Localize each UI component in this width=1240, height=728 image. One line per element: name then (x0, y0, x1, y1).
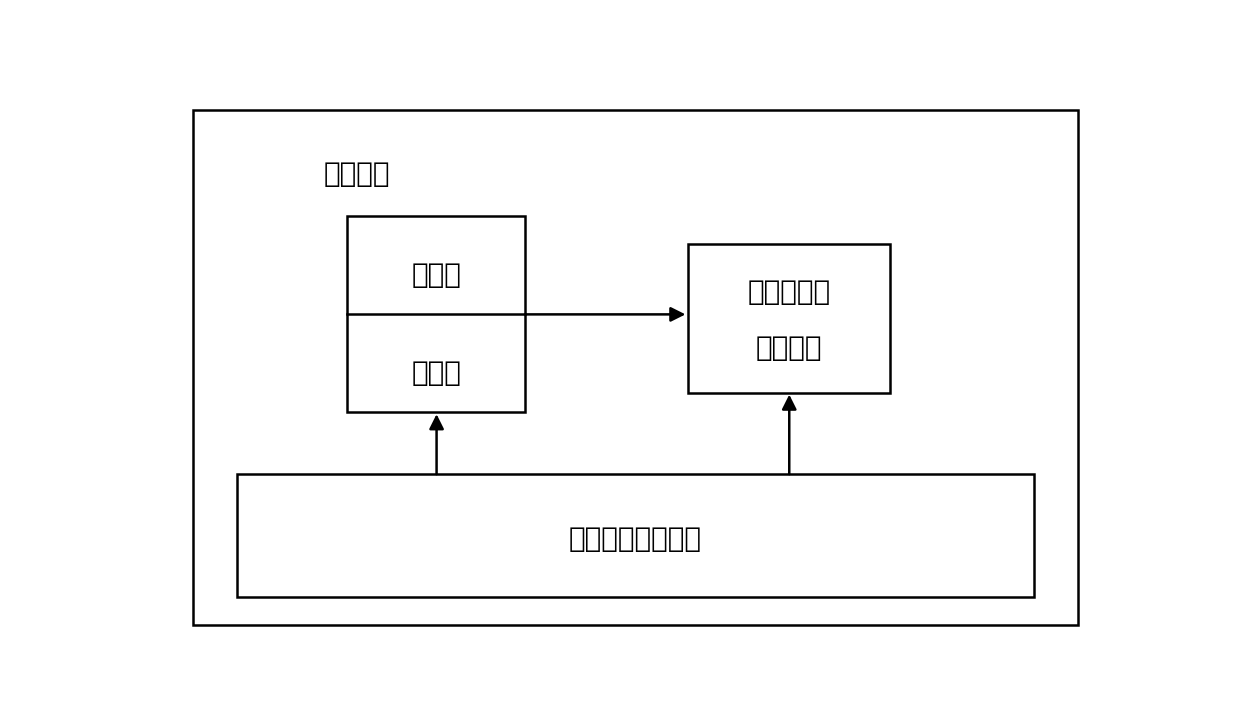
Text: 存储器: 存储器 (412, 359, 461, 387)
Text: 高功率无线: 高功率无线 (748, 278, 831, 306)
Bar (688, 245, 890, 393)
Bar (347, 216, 525, 413)
Text: 收发装置: 收发装置 (756, 334, 822, 362)
Bar (237, 474, 1034, 598)
Text: 处理器: 处理器 (412, 261, 461, 289)
Text: 控制单元: 控制单元 (324, 160, 389, 189)
Text: 汇聚节点供电单元: 汇聚节点供电单元 (569, 525, 702, 553)
